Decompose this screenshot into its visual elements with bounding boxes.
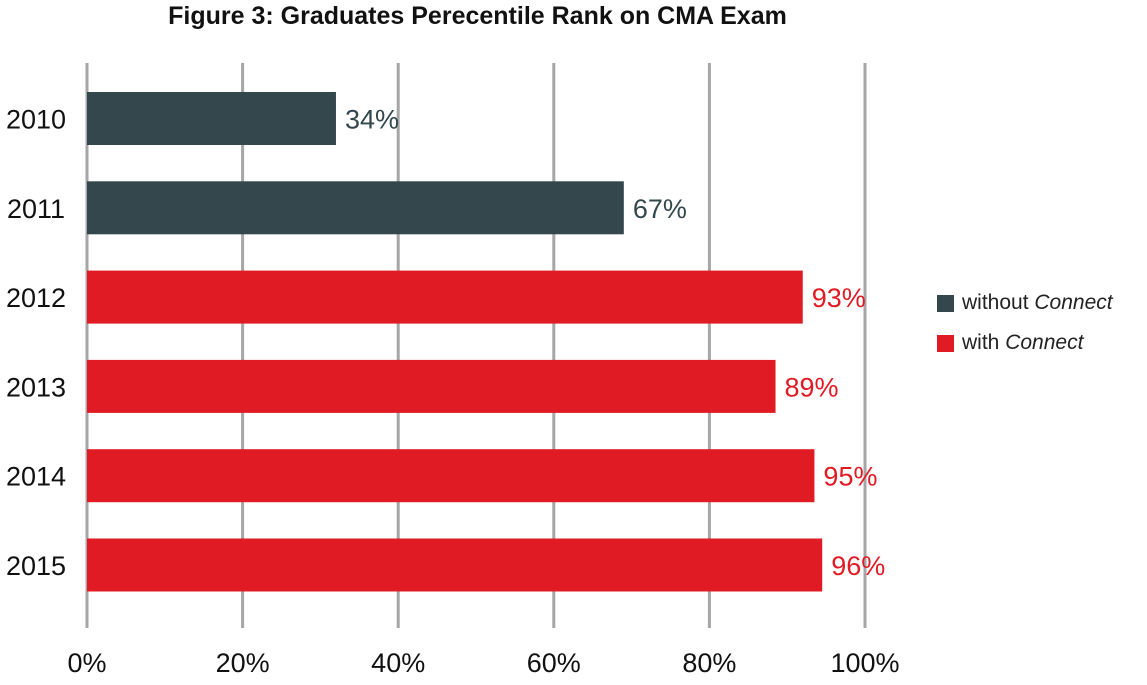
bar-value-label: 95%: [823, 462, 877, 492]
bar-value-label: 93%: [812, 283, 866, 313]
bar-value-label: 67%: [633, 194, 687, 224]
y-category-label: 2011: [7, 194, 65, 224]
legend-item-with: with Connect: [937, 323, 1113, 363]
legend-item-without: without Connect: [937, 283, 1113, 323]
bar: [87, 92, 336, 145]
legend-swatch-with: [937, 334, 954, 352]
legend-label-with: with Connect: [962, 331, 1084, 354]
legend-swatch-without: [937, 294, 954, 312]
bar-value-label: 34%: [345, 105, 399, 135]
bar: [87, 359, 776, 413]
bar-value-label: 89%: [785, 372, 839, 402]
bar: [87, 449, 815, 503]
bar: [87, 270, 803, 324]
bar: [87, 538, 823, 592]
bar: [87, 181, 624, 235]
x-tick-label: 80%: [682, 648, 736, 678]
x-tick-label: 60%: [527, 648, 581, 678]
x-tick-label: 20%: [216, 648, 270, 678]
y-category-label: 2015: [6, 551, 66, 581]
x-tick-label: 0%: [67, 648, 106, 678]
chart-title: Figure 3: Graduates Perecentile Rank on …: [168, 2, 787, 30]
legend-label-without: without Connect: [962, 291, 1113, 314]
legend: without Connect with Connect: [937, 283, 1113, 363]
y-category-label: 2014: [6, 462, 66, 492]
y-category-label: 2013: [6, 372, 66, 402]
x-tick-label: 100%: [830, 648, 899, 678]
x-tick-label: 40%: [371, 648, 425, 678]
y-category-label: 2010: [6, 105, 66, 135]
bar-value-label: 96%: [831, 551, 885, 581]
y-category-label: 2012: [6, 283, 66, 313]
